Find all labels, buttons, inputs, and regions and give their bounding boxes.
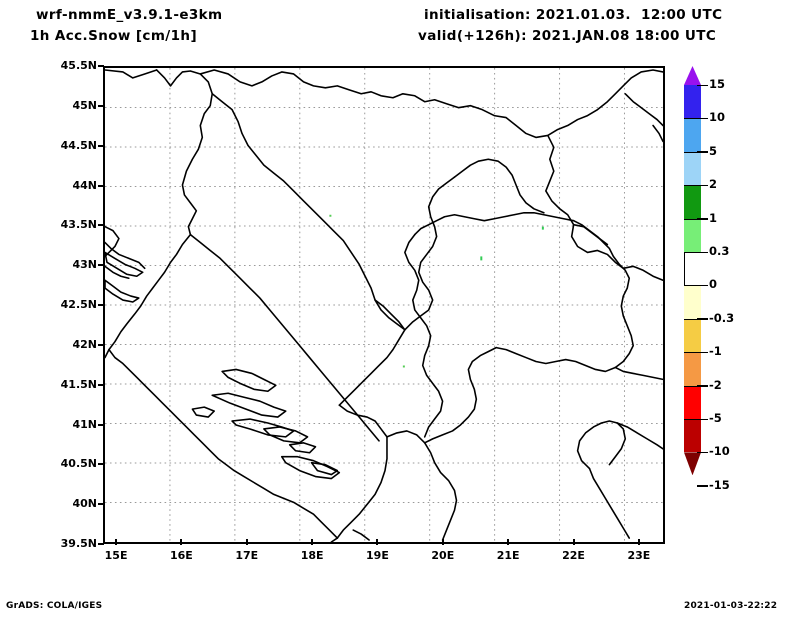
y-axis-tick-label: 41N — [72, 417, 97, 431]
y-axis-tick — [98, 184, 104, 187]
x-axis-tick-label: 16E — [169, 549, 193, 562]
coastline-and-borders — [105, 69, 663, 542]
x-axis-tick-label: 18E — [300, 549, 324, 562]
colorbar-tick — [697, 151, 708, 153]
y-axis-tick-label: 42N — [72, 337, 97, 351]
map-plot-area[interactable] — [103, 66, 665, 544]
y-axis-tick — [98, 264, 104, 267]
colorbar-tick-label: 5 — [709, 143, 718, 158]
colorbar-band[interactable] — [684, 285, 701, 319]
x-axis-tick-label: 20E — [431, 549, 455, 562]
colorbar-band[interactable] — [684, 352, 701, 386]
y-axis-tick — [98, 543, 104, 545]
snow-data-pixels — [329, 214, 544, 368]
x-axis-tick-label: 15E — [104, 549, 128, 562]
x-axis-tick-label: 23E — [627, 549, 651, 562]
x-axis-tick — [572, 539, 575, 545]
y-axis-tick — [98, 343, 104, 346]
colorbar-band[interactable] — [684, 385, 701, 419]
colorbar-arrow-up — [684, 66, 701, 85]
x-axis-tick-label: 21E — [496, 549, 520, 562]
colorbar-band[interactable] — [684, 218, 701, 252]
y-axis-tick-label: 40N — [72, 497, 97, 511]
model-title: wrf-nmmE_v3.9.1-e3km — [36, 7, 223, 23]
colorbar-tick-label: -0.3 — [709, 310, 735, 325]
y-axis-tick — [98, 304, 104, 306]
initialisation-time: initialisation: 2021.01.03. 12:00 UTC — [424, 7, 723, 23]
y-axis-tick-label: 44N — [72, 178, 97, 192]
colorbar-tick-label: 0.3 — [709, 244, 730, 258]
y-axis-tick-label: 45N — [72, 98, 97, 112]
colorbar-band[interactable] — [684, 85, 701, 119]
colorbar-tick — [697, 251, 708, 253]
y-axis-tick — [98, 65, 104, 67]
y-axis-tick-label: 43.5N — [60, 218, 97, 232]
y-axis-tick-label: 42.5N — [60, 298, 97, 311]
y-axis-tick — [98, 463, 104, 466]
colorbar-band[interactable] — [684, 419, 701, 453]
map-gridlines — [105, 68, 663, 542]
x-axis-tick-label: 17E — [235, 549, 259, 562]
colorbar-arrow-down — [684, 452, 701, 476]
colorbar-tick — [697, 451, 708, 454]
footer-timestamp: 2021-01-03-22:22 — [684, 601, 778, 611]
colorbar-band[interactable] — [684, 118, 701, 152]
x-axis-tick — [441, 539, 444, 545]
map-canvas — [105, 68, 663, 542]
colorbar-tick-label: -2 — [709, 377, 722, 392]
colorbar-tick — [697, 184, 708, 187]
colorbar-tick — [697, 351, 708, 354]
y-axis-tick-label: 44.5N — [60, 138, 97, 152]
x-axis-tick — [245, 539, 248, 545]
x-axis-tick — [376, 539, 379, 545]
x-axis-tick — [507, 539, 510, 545]
y-axis-tick — [98, 224, 104, 227]
x-axis-tick-label: 19E — [366, 549, 389, 562]
colorbar-tick — [697, 117, 708, 120]
x-axis-tick — [311, 539, 314, 545]
y-axis-tick-label: 40.5N — [60, 457, 97, 471]
y-axis-tick-label: 45.5N — [60, 59, 97, 72]
colorbar-tick — [697, 385, 708, 387]
colorbar-band[interactable] — [684, 252, 701, 286]
y-axis-tick-label: 43N — [72, 258, 97, 272]
valid-time: valid(+126h): 2021.JAN.08 18:00 UTC — [418, 28, 717, 44]
y-axis-tick — [98, 383, 104, 386]
colorbar-band[interactable] — [684, 185, 701, 219]
y-axis-tick — [98, 503, 104, 506]
colorbar-tick-label: 10 — [709, 110, 726, 125]
x-axis-tick — [637, 539, 640, 545]
colorbar-tick-label: -1 — [709, 344, 722, 359]
x-axis-tick-label: 22E — [562, 549, 585, 562]
colorbar-tick-label: -5 — [709, 411, 722, 425]
colorbar-tick-label: -15 — [709, 477, 730, 492]
colorbar-band[interactable] — [684, 318, 701, 353]
colorbar-tick-label: 0 — [709, 277, 718, 292]
y-axis-tick-label: 41.5N — [60, 377, 97, 391]
y-axis-tick — [98, 144, 104, 147]
x-axis-tick — [115, 539, 118, 545]
footer-credit: GrADS: COLA/IGES — [6, 601, 103, 611]
colorbar-tick-label: 15 — [709, 77, 726, 91]
colorbar-tick — [697, 84, 708, 86]
colorbar-tick-label: -10 — [709, 444, 730, 459]
y-axis-tick — [98, 423, 104, 426]
field-title: 1h Acc.Snow [cm/1h] — [30, 28, 198, 44]
colorbar-tick-label: 1 — [709, 210, 718, 225]
colorbar-tick — [697, 218, 708, 220]
y-axis-tick-label: 39.5N — [60, 537, 97, 550]
colorbar-tick — [697, 418, 708, 420]
colorbar-tick — [697, 318, 708, 320]
colorbar-tick — [697, 485, 708, 487]
colorbar[interactable]: 15 10 5 2 1 0.3 0 -0.3 -1 -2 -5 -10 -15 — [676, 66, 796, 544]
y-axis-tick — [98, 104, 104, 107]
x-axis-tick — [180, 539, 183, 545]
colorbar-band[interactable] — [684, 151, 701, 186]
colorbar-tick — [697, 284, 708, 287]
colorbar-tick-label: 2 — [709, 177, 718, 192]
